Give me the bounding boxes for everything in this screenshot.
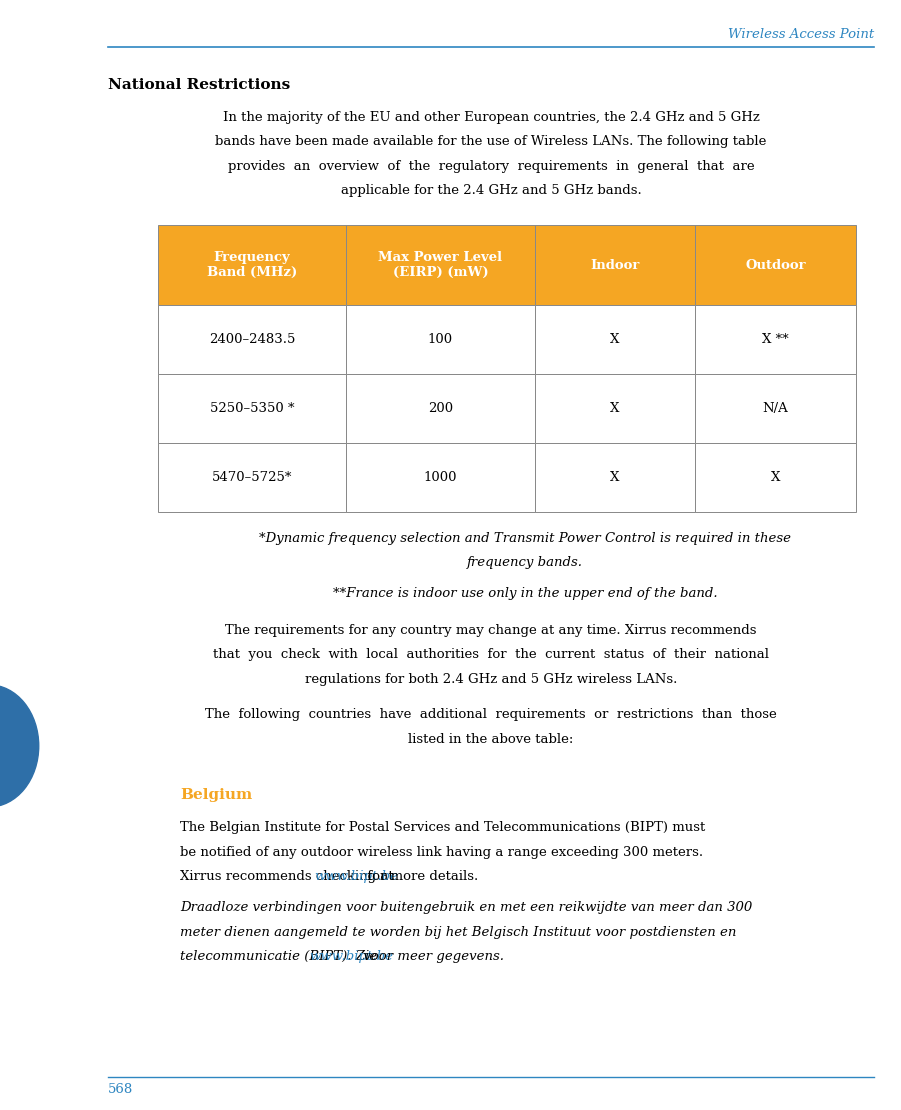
FancyBboxPatch shape (158, 374, 346, 443)
FancyBboxPatch shape (696, 374, 856, 443)
Text: that  you  check  with  local  authorities  for  the  current  status  of  their: that you check with local authorities fo… (213, 648, 769, 662)
Text: applicable for the 2.4 GHz and 5 GHz bands.: applicable for the 2.4 GHz and 5 GHz ban… (341, 184, 642, 198)
Text: X: X (610, 333, 620, 346)
Text: National Restrictions: National Restrictions (108, 78, 290, 92)
FancyBboxPatch shape (534, 225, 696, 305)
Text: 200: 200 (428, 402, 453, 415)
FancyBboxPatch shape (534, 443, 696, 512)
Text: for more details.: for more details. (363, 870, 478, 884)
Text: meter dienen aangemeld te worden bij het Belgisch Instituut voor postdiensten en: meter dienen aangemeld te worden bij het… (180, 926, 737, 939)
Text: 5470–5725*: 5470–5725* (212, 471, 292, 484)
FancyBboxPatch shape (158, 225, 346, 305)
Text: frequency bands.: frequency bands. (467, 556, 583, 569)
Text: Outdoor: Outdoor (745, 259, 806, 272)
Text: Wireless Access Point: Wireless Access Point (728, 28, 874, 41)
Text: Indoor: Indoor (590, 259, 640, 272)
Text: X **: X ** (762, 333, 789, 346)
Text: 100: 100 (428, 333, 453, 346)
FancyBboxPatch shape (158, 443, 346, 512)
Text: X: X (771, 471, 780, 484)
Text: 568: 568 (108, 1083, 133, 1097)
Text: 5250–5350 *: 5250–5350 * (210, 402, 295, 415)
Text: *Dynamic frequency selection and Transmit Power Control is required in these: *Dynamic frequency selection and Transmi… (259, 532, 791, 545)
Text: The requirements for any country may change at any time. Xirrus recommends: The requirements for any country may cha… (225, 624, 757, 637)
FancyBboxPatch shape (696, 305, 856, 374)
Text: 1000: 1000 (423, 471, 457, 484)
Text: **France is indoor use only in the upper end of the band.: **France is indoor use only in the upper… (332, 587, 717, 601)
FancyBboxPatch shape (534, 305, 696, 374)
Text: X: X (610, 471, 620, 484)
Text: www.bipt.be: www.bipt.be (310, 950, 394, 963)
Text: regulations for both 2.4 GHz and 5 GHz wireless LANs.: regulations for both 2.4 GHz and 5 GHz w… (305, 673, 678, 686)
FancyBboxPatch shape (346, 225, 534, 305)
Text: Belgium: Belgium (180, 788, 252, 803)
Text: In the majority of the EU and other European countries, the 2.4 GHz and 5 GHz: In the majority of the EU and other Euro… (223, 111, 760, 124)
Text: N/A: N/A (763, 402, 788, 415)
Text: Max Power Level
(EIRP) (mW): Max Power Level (EIRP) (mW) (378, 251, 503, 280)
Text: Draadloze verbindingen voor buitengebruik en met een reikwijdte van meer dan 300: Draadloze verbindingen voor buitengebrui… (180, 901, 752, 915)
Text: bands have been made available for the use of Wireless LANs. The following table: bands have been made available for the u… (215, 135, 767, 149)
FancyBboxPatch shape (534, 374, 696, 443)
Text: listed in the above table:: listed in the above table: (408, 733, 574, 746)
Text: 2400–2483.5: 2400–2483.5 (209, 333, 296, 346)
FancyBboxPatch shape (158, 305, 346, 374)
FancyBboxPatch shape (346, 305, 534, 374)
Text: Frequency
Band (MHz): Frequency Band (MHz) (207, 251, 297, 280)
FancyBboxPatch shape (346, 374, 534, 443)
Circle shape (0, 685, 39, 807)
FancyBboxPatch shape (696, 443, 856, 512)
Text: provides  an  overview  of  the  regulatory  requirements  in  general  that  ar: provides an overview of the regulatory r… (228, 160, 754, 173)
Text: www.bipt.be: www.bipt.be (314, 870, 398, 884)
Text: telecommunicatie (BIPT). Zie: telecommunicatie (BIPT). Zie (180, 950, 382, 963)
Text: The Belgian Institute for Postal Services and Telecommunications (BIPT) must: The Belgian Institute for Postal Service… (180, 821, 705, 835)
FancyBboxPatch shape (346, 443, 534, 512)
Text: Xirrus recommends checking at: Xirrus recommends checking at (180, 870, 398, 884)
Text: The  following  countries  have  additional  requirements  or  restrictions  tha: The following countries have additional … (205, 708, 777, 722)
Text: voor meer gegevens.: voor meer gegevens. (359, 950, 504, 963)
FancyBboxPatch shape (696, 225, 856, 305)
Text: be notified of any outdoor wireless link having a range exceeding 300 meters.: be notified of any outdoor wireless link… (180, 846, 704, 859)
Text: X: X (610, 402, 620, 415)
